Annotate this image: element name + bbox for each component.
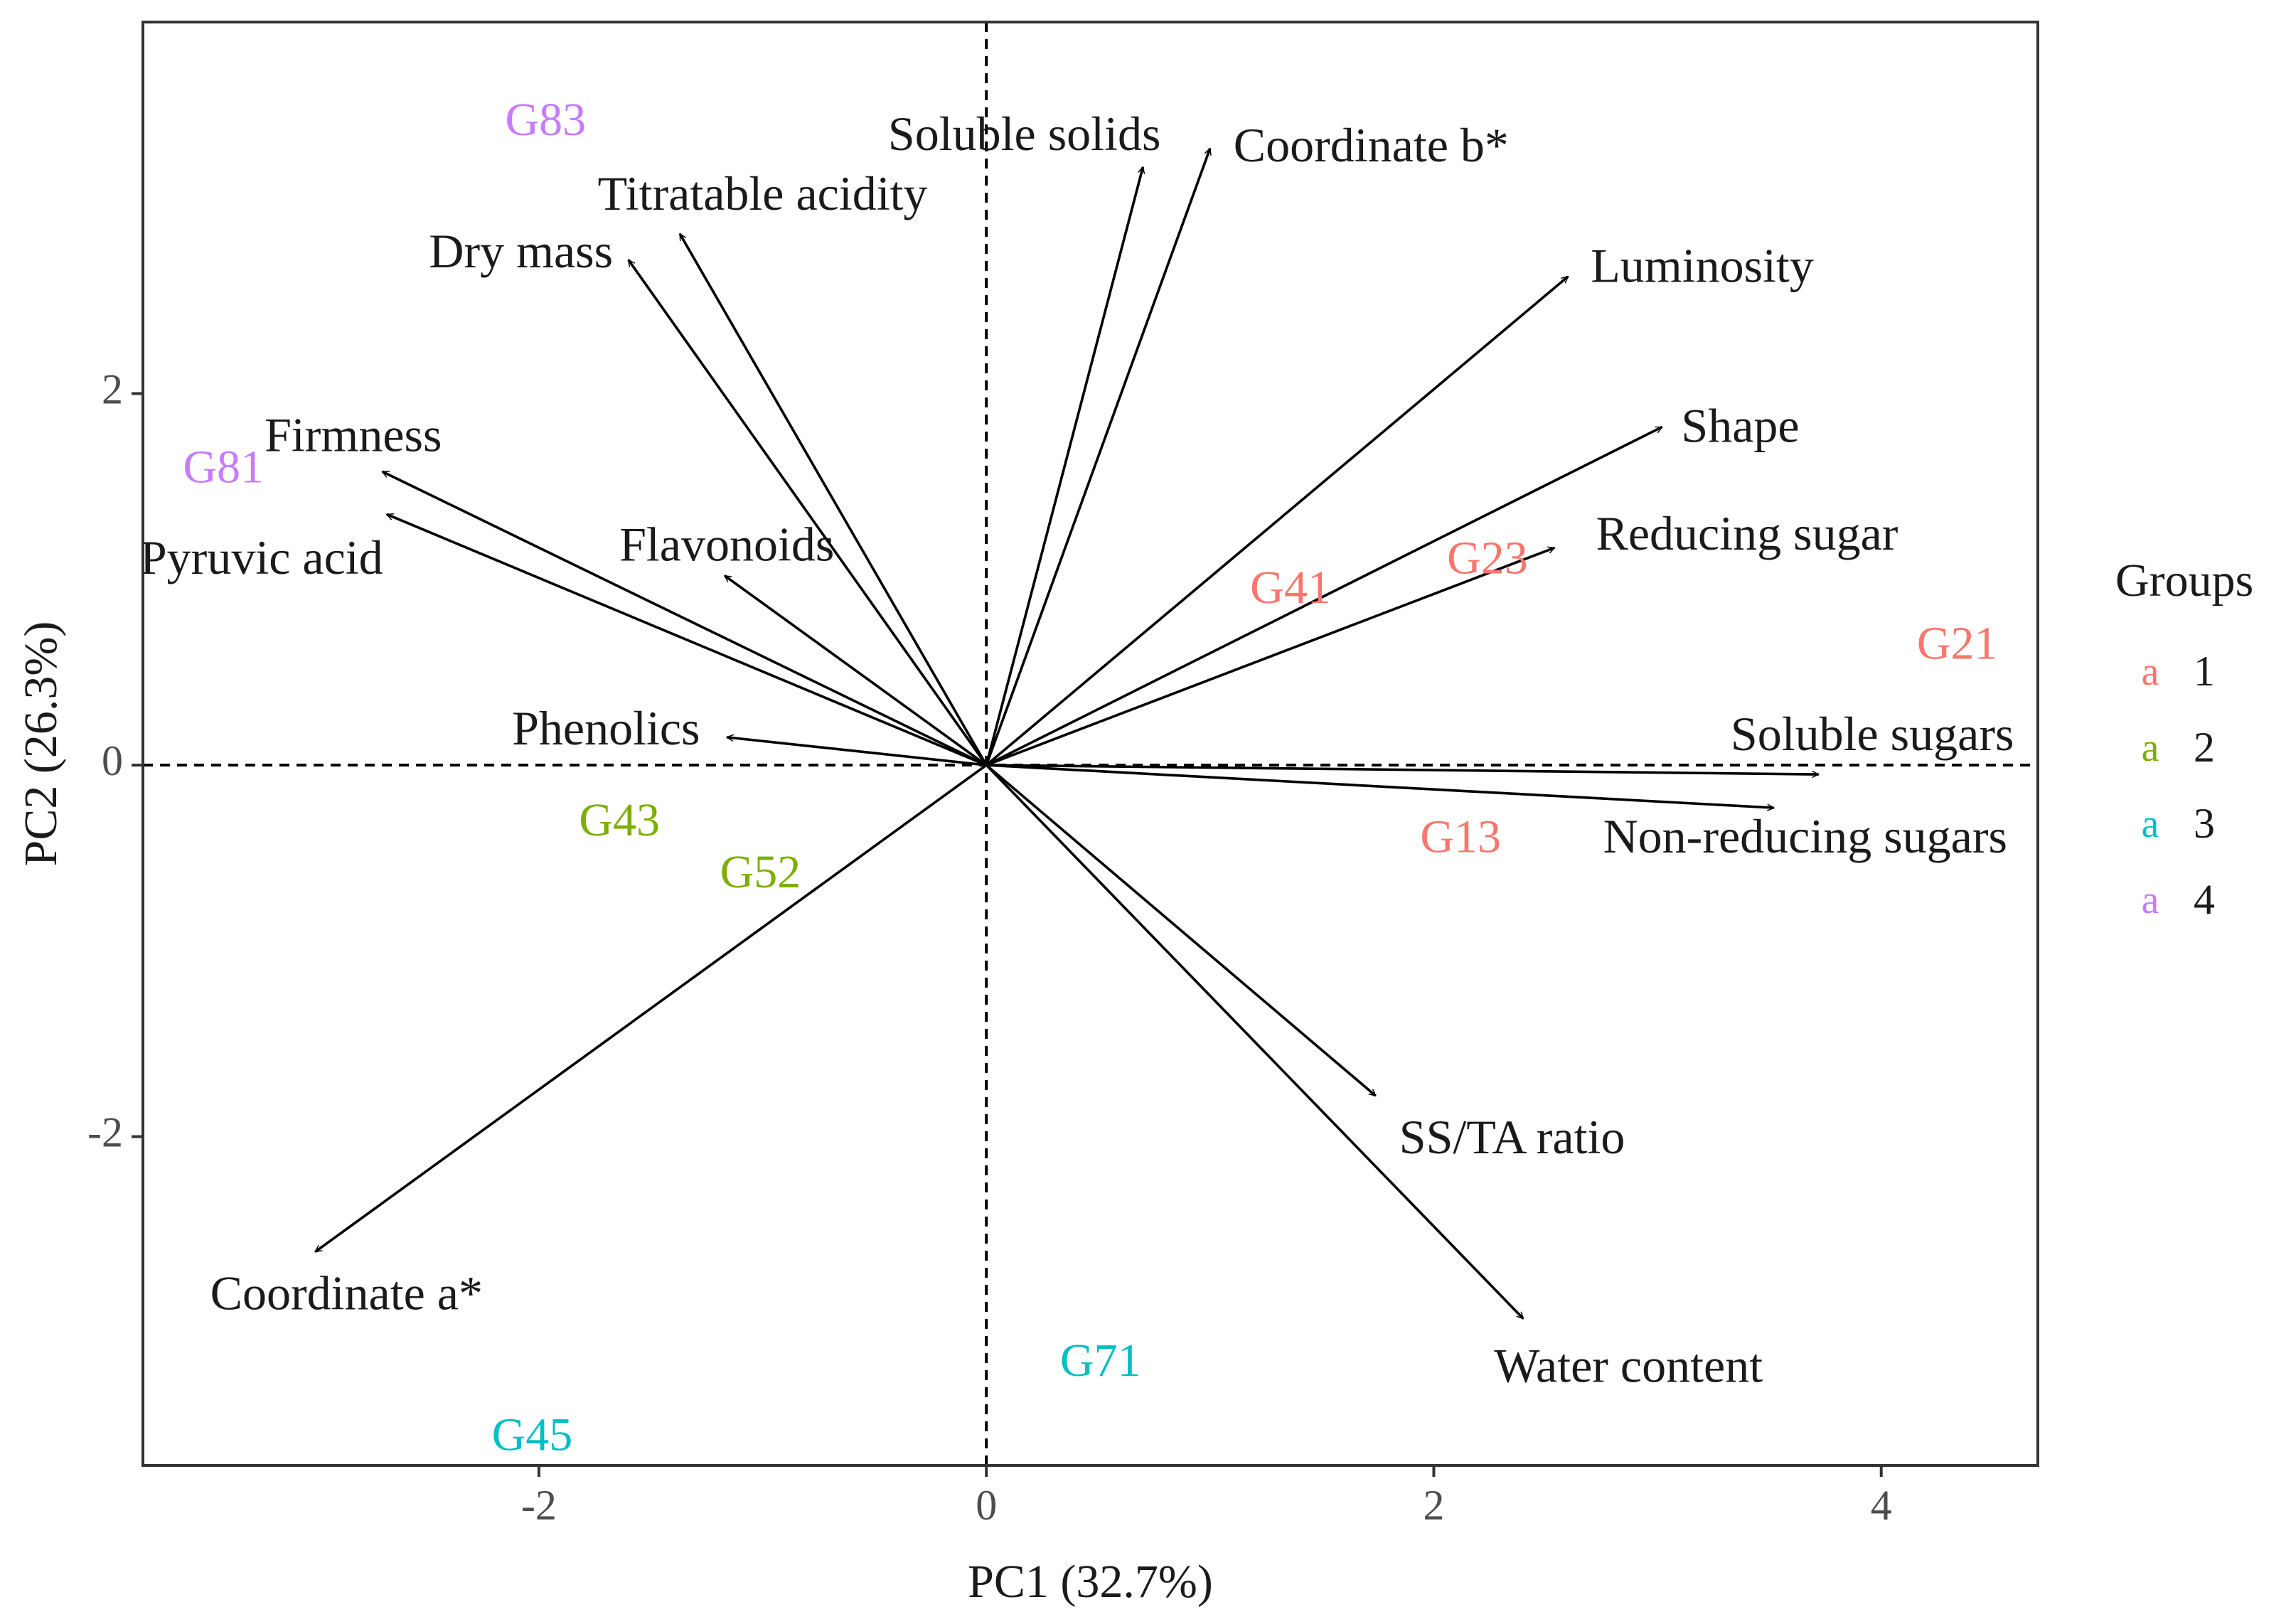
y-axis: -2 0 2	[87, 365, 143, 1155]
point-g41: G41	[1250, 562, 1331, 614]
loading-arrows	[315, 149, 1818, 1320]
arrow-non-reducing-sugars	[986, 764, 1774, 808]
arrow-titratable-acidity	[678, 234, 988, 766]
x-tick-label: 0	[976, 1482, 997, 1529]
arrow-coordinate-b	[985, 149, 1210, 766]
point-g52: G52	[720, 846, 801, 898]
label-ss-ta-ratio: SS/TA ratio	[1399, 1110, 1625, 1164]
label-pyruvic-acid: Pyruvic acid	[140, 530, 383, 584]
legend-title: Groups	[2115, 555, 2253, 607]
point-g43: G43	[579, 794, 660, 846]
point-g21: G21	[1917, 618, 1998, 670]
legend-label-3: 3	[2194, 800, 2215, 847]
label-dry-mass: Dry mass	[429, 224, 613, 278]
label-luminosity: Luminosity	[1591, 239, 1814, 293]
arrow-dry-mass	[627, 260, 988, 766]
label-non-reducing-sugars: Non-reducing sugars	[1603, 809, 2007, 863]
x-tick-label: 4	[1871, 1482, 1892, 1529]
point-g81: G81	[183, 441, 264, 493]
legend-key-4: a	[2142, 878, 2159, 922]
label-coordinate-b: Coordinate b*	[1234, 118, 1509, 172]
legend: Groups a 1a 2a 3a 4	[2115, 555, 2253, 923]
label-firmness: Firmness	[265, 407, 442, 461]
label-flavonoids: Flavonoids	[619, 518, 834, 572]
label-titratable-acidity: Titratable acidity	[598, 166, 928, 220]
label-shape: Shape	[1681, 398, 1799, 452]
x-tick-label: -2	[521, 1482, 557, 1529]
point-g13: G13	[1420, 811, 1501, 862]
point-g71: G71	[1060, 1335, 1141, 1387]
legend-label-2: 2	[2194, 724, 2215, 771]
label-coordinate-a: Coordinate a*	[210, 1266, 483, 1320]
arrow-luminosity	[986, 275, 1568, 766]
label-phenolics: Phenolics	[512, 701, 700, 755]
y-axis-title: PC2 (26.3%)	[15, 621, 67, 867]
legend-key-2: a	[2142, 726, 2159, 770]
arrow-water-content	[985, 764, 1524, 1320]
panel-border	[141, 21, 2039, 1467]
label-reducing-sugar: Reducing sugar	[1596, 506, 1898, 560]
arrow-soluble-solids	[985, 167, 1143, 766]
label-soluble-solids: Soluble solids	[888, 107, 1161, 161]
arrow-shape	[986, 425, 1662, 766]
legend-key-3: a	[2142, 802, 2159, 846]
arrow-ss-ta-ratio	[986, 764, 1375, 1097]
legend-label-4: 4	[2194, 876, 2215, 923]
label-water-content: Water content	[1494, 1338, 1763, 1392]
x-tick-label: 2	[1423, 1482, 1444, 1529]
x-axis: -2 0 2 4	[521, 1465, 1892, 1529]
legend-key-1: a	[2142, 650, 2159, 694]
label-soluble-sugars: Soluble sugars	[1731, 707, 2014, 761]
legend-label-1: 1	[2194, 648, 2215, 695]
point-g45: G45	[492, 1409, 573, 1461]
loading-labels: Soluble solids Coordinate b* Titratable ac…	[140, 107, 2014, 1392]
y-tick-label: -2	[87, 1109, 123, 1155]
x-axis-title: PC1 (32.7%)	[968, 1556, 1213, 1608]
y-tick-label: 0	[102, 737, 123, 784]
arrow-flavonoids	[725, 575, 988, 766]
arrow-phenolics	[727, 737, 987, 766]
arrow-coordinate-a	[315, 764, 988, 1254]
observation-labels: G83 G81 G41 G23 G21 G13 G43 G52 G71 G45	[183, 94, 1997, 1461]
arrow-firmness	[383, 470, 987, 766]
arrow-pyruvic-acid	[387, 513, 987, 766]
arrow-soluble-sugars	[986, 764, 1818, 774]
arrow-reducing-sugar	[986, 547, 1554, 766]
point-g23: G23	[1447, 532, 1528, 584]
point-g83: G83	[506, 94, 587, 146]
y-tick-label: 2	[102, 365, 123, 412]
